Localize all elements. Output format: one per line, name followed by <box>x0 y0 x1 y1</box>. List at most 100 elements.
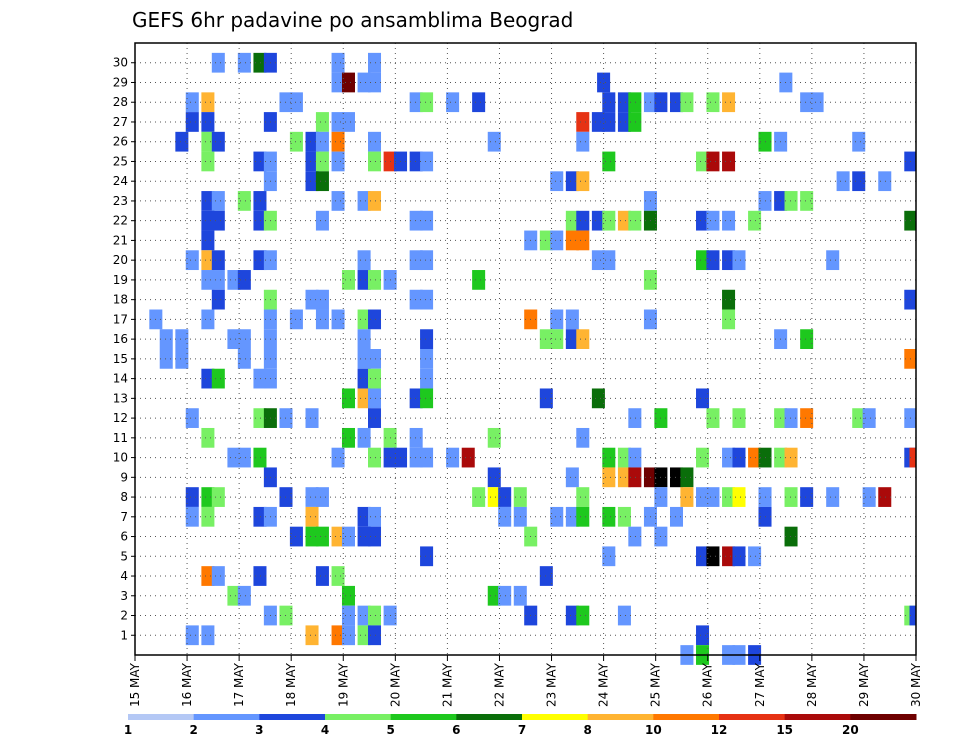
colorbar-label: 10 <box>645 723 662 737</box>
heatmap-cell <box>800 408 814 428</box>
heatmap-cell <box>357 250 371 271</box>
heatmap-cell <box>315 289 329 310</box>
y-tick-label: 28 <box>113 95 128 109</box>
heatmap-cell <box>357 526 371 547</box>
heatmap-cell <box>565 171 579 192</box>
heatmap-cell <box>227 329 241 349</box>
heatmap-cell <box>211 52 225 73</box>
x-tick-label: 21 MAY <box>440 662 454 707</box>
heatmap-cell <box>253 52 267 73</box>
x-tick-label: 19 MAY <box>336 662 350 707</box>
heatmap-cell <box>331 151 345 172</box>
heatmap-cell <box>159 329 173 349</box>
heatmap-cell <box>565 329 579 349</box>
heatmap-cell <box>331 191 345 211</box>
y-tick-label: 9 <box>120 470 128 484</box>
heatmap-cell <box>211 487 225 507</box>
heatmap-cell <box>461 447 475 468</box>
heatmap-cell <box>550 171 564 192</box>
heatmap-cell <box>487 467 501 488</box>
heatmap-cell <box>368 605 382 626</box>
y-tick-label: 16 <box>113 332 128 346</box>
heatmap-cell <box>722 250 736 271</box>
heatmap-cell <box>862 408 876 428</box>
y-tick-label: 4 <box>120 569 128 583</box>
heatmap-cell <box>315 566 329 586</box>
heatmap-cell <box>852 408 866 428</box>
heatmap-cell <box>602 112 616 132</box>
heatmap-cell <box>696 546 710 567</box>
heatmap-cell <box>368 131 382 152</box>
heatmap-cell <box>628 467 642 488</box>
heatmap-cell <box>368 270 382 290</box>
heatmap-cell <box>368 506 382 527</box>
heatmap-cell <box>680 92 694 113</box>
y-tick-label: 14 <box>113 372 128 386</box>
heatmap-cell <box>732 487 746 507</box>
colorbar-segment <box>259 714 326 720</box>
heatmap-cell <box>784 526 798 547</box>
heatmap-cell <box>628 92 642 113</box>
heatmap-cell <box>732 447 746 468</box>
heatmap-cell <box>487 487 501 507</box>
heatmap-cell <box>420 447 434 468</box>
heatmap-cell <box>289 92 303 113</box>
x-tick-label: 30 MAY <box>909 662 923 707</box>
heatmap-cell <box>368 447 382 468</box>
colorbar-label: 6 <box>452 723 460 737</box>
y-tick-label: 26 <box>113 135 128 149</box>
heatmap-cell <box>628 210 642 231</box>
heatmap-cell <box>706 250 720 271</box>
heatmap-cell <box>357 625 371 646</box>
x-tick-label: 27 MAY <box>753 662 767 707</box>
heatmap-cell <box>591 210 605 231</box>
heatmap-cell <box>253 210 267 231</box>
heatmap-cell <box>331 566 345 586</box>
heatmap-cell <box>602 250 616 271</box>
heatmap-cell <box>159 349 173 369</box>
heatmap-cell <box>680 467 694 488</box>
heatmap-cell <box>539 230 553 251</box>
heatmap-cell <box>315 210 329 231</box>
y-tick-label: 5 <box>120 549 128 563</box>
heatmap-cell <box>576 605 590 626</box>
heatmap-cell <box>706 151 720 172</box>
heatmap-cell <box>357 72 371 93</box>
x-tick-label: 28 MAY <box>805 662 819 707</box>
heatmap-cell <box>331 447 345 468</box>
heatmap-cell <box>185 92 199 113</box>
y-tick-label: 2 <box>120 609 128 623</box>
y-tick-label: 22 <box>113 214 128 228</box>
heatmap-cell <box>253 408 267 428</box>
heatmap-cell <box>420 210 434 231</box>
heatmap-cell <box>237 191 251 211</box>
heatmap-cell <box>602 506 616 527</box>
heatmap-cell <box>368 349 382 369</box>
heatmap-cell <box>602 210 616 231</box>
heatmap-cell <box>722 447 736 468</box>
heatmap-cell <box>732 546 746 567</box>
heatmap-cell <box>331 72 345 93</box>
heatmap-cell <box>227 447 241 468</box>
heatmap-cell <box>696 151 710 172</box>
chart-title: GEFS 6hr padavine po ansamblima Beograd <box>132 8 573 32</box>
heatmap-cell <box>852 171 866 192</box>
heatmap-cell <box>409 250 423 271</box>
heatmap-cell <box>706 546 720 567</box>
heatmap-cell <box>722 289 736 310</box>
colorbar-label: 12 <box>711 723 728 737</box>
heatmap-cell <box>409 447 423 468</box>
x-tick-label: 20 MAY <box>388 662 402 707</box>
heatmap-cell <box>550 230 564 251</box>
heatmap-cell <box>227 585 241 606</box>
heatmap-cell <box>722 546 736 567</box>
heatmap-cell <box>185 408 199 428</box>
heatmap-cell <box>800 329 814 349</box>
heatmap-cell <box>539 566 553 586</box>
heatmap-cell <box>331 131 345 152</box>
heatmap-cell <box>305 131 319 152</box>
heatmap-cell <box>487 585 501 606</box>
heatmap-cell <box>472 92 486 113</box>
heatmap-cell <box>357 329 371 349</box>
